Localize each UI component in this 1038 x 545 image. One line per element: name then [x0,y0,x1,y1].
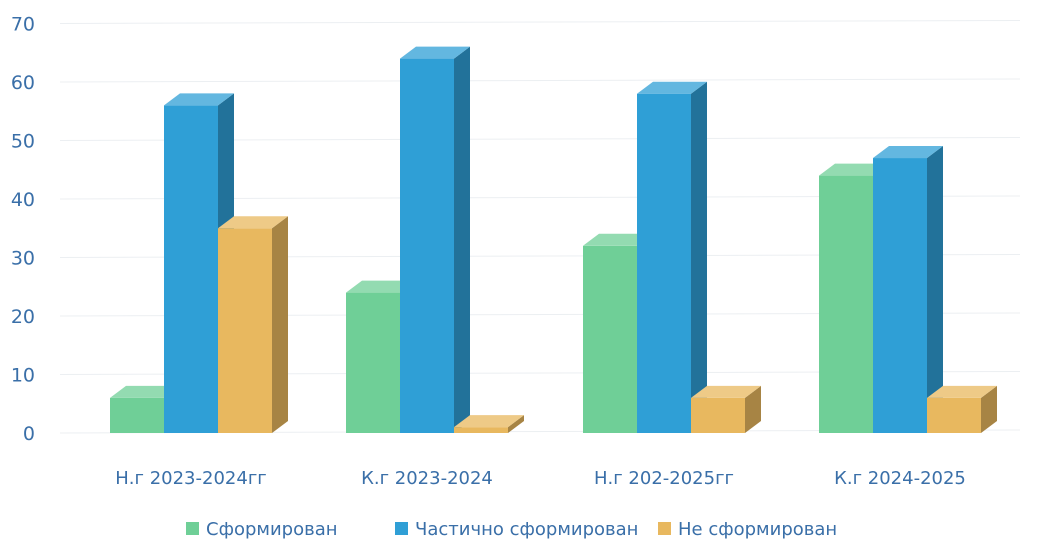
y-tick-label: 60 [11,72,35,94]
gridline [59,78,1021,83]
legend-label: Сформирован [206,519,338,540]
legend-swatch [658,522,671,535]
legend-label: Частично сформирован [415,519,638,540]
x-tick-label: Н.г 202-2025гг [594,468,734,489]
y-tick-label: 20 [11,306,35,328]
y-axis: 0 10 20 30 40 50 60 70 [11,14,35,446]
legend-label: Не сформирован [678,519,837,540]
bar [637,81,707,433]
y-tick-label: 10 [11,365,35,387]
y-tick-label: 30 [11,248,35,270]
bars [110,46,997,434]
y-tick-label: 40 [11,189,35,211]
legend: Сформирован Частично сформирован Не сформи… [186,519,837,540]
gridline [59,20,1021,24]
bar [927,385,997,433]
bar [691,385,761,433]
x-axis: Н.г 2023-2024гг К.г 2023-2024 Н.г 202-2025… [115,468,966,489]
bar [400,46,470,433]
x-tick-label: К.г 2024-2025 [834,468,966,489]
legend-swatch [395,522,408,535]
bar [454,415,524,433]
legend-item: Сформирован [186,519,338,540]
x-tick-label: К.г 2023-2024 [361,468,493,489]
bar [873,146,943,434]
y-tick-label: 70 [11,14,35,36]
bar [218,216,288,433]
legend-item: Не сформирован [658,519,837,540]
y-tick-label: 0 [23,423,35,445]
x-tick-label: Н.г 2023-2024гг [115,468,266,489]
legend-item: Частично сформирован [395,519,638,540]
y-tick-label: 50 [11,131,35,153]
legend-swatch [186,522,199,535]
